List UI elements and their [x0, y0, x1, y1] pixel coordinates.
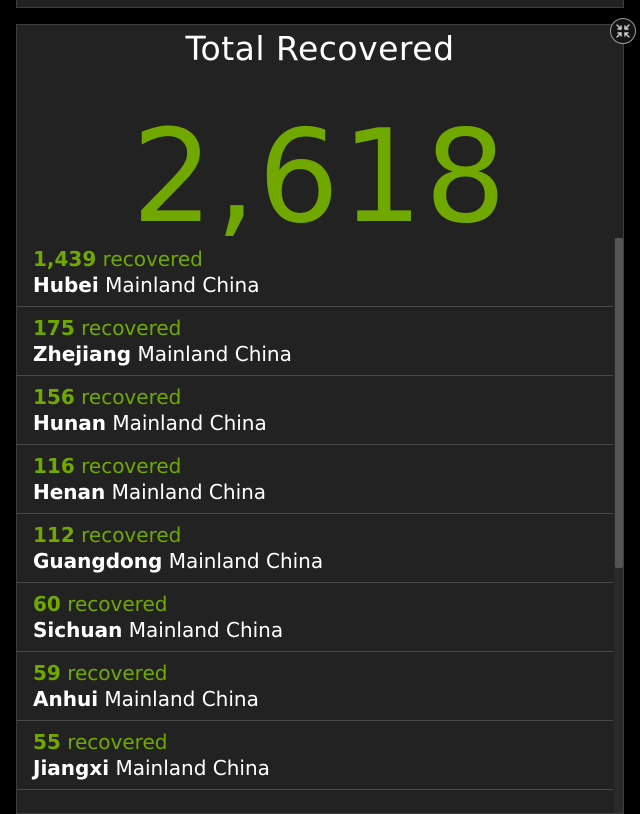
item-count: 112 — [33, 523, 75, 547]
item-count: 59 — [33, 661, 61, 685]
item-count-line: 55 recovered — [33, 730, 167, 754]
item-place-line: Zhejiang Mainland China — [33, 342, 292, 366]
item-count-suffix: recovered — [67, 661, 168, 685]
item-place-line: Guangdong Mainland China — [33, 549, 323, 573]
item-region: Anhui — [33, 687, 99, 711]
item-count-suffix: recovered — [81, 385, 182, 409]
list-item[interactable]: 55 recovered Jiangxi Mainland China — [17, 721, 613, 790]
item-country: Mainland China — [112, 411, 267, 435]
panel-title: Total Recovered — [185, 29, 455, 68]
item-region: Zhejiang — [33, 342, 132, 366]
previous-panel-edge — [16, 0, 624, 8]
item-count-suffix: recovered — [81, 316, 182, 340]
list-item[interactable]: 112 recovered Guangdong Mainland China — [17, 514, 613, 583]
item-place-line: Anhui Mainland China — [33, 687, 259, 711]
list-item[interactable]: 116 recovered Henan Mainland China — [17, 445, 613, 514]
item-count: 116 — [33, 454, 75, 478]
item-region: Guangdong — [33, 549, 163, 573]
item-place-line: Henan Mainland China — [33, 480, 266, 504]
item-count-line: 175 recovered — [33, 316, 181, 340]
total-recovered-value: 2,618 — [131, 103, 509, 252]
collapse-icon — [616, 24, 630, 38]
item-region: Hunan — [33, 411, 106, 435]
item-count: 175 — [33, 316, 75, 340]
item-count: 156 — [33, 385, 75, 409]
item-region: Sichuan — [33, 618, 123, 642]
item-region: Jiangxi — [33, 756, 110, 780]
item-count-line: 59 recovered — [33, 661, 167, 685]
list-item[interactable]: 59 recovered Anhui Mainland China — [17, 652, 613, 721]
item-country: Mainland China — [128, 618, 284, 642]
item-place-line: Hubei Mainland China — [33, 273, 260, 297]
item-count: 55 — [33, 730, 61, 754]
item-count-suffix: recovered — [81, 523, 182, 547]
item-country: Mainland China — [111, 480, 267, 504]
list-item[interactable]: 175 recovered Zhejiang Mainland China — [17, 307, 613, 376]
item-country: Mainland China — [137, 342, 292, 366]
item-count-suffix: recovered — [102, 247, 203, 271]
item-region: Hubei — [33, 273, 99, 297]
list-scrollbar-thumb[interactable] — [615, 238, 623, 568]
item-country: Mainland China — [115, 756, 270, 780]
item-region: Henan — [33, 480, 106, 504]
item-country: Mainland China — [105, 273, 260, 297]
list-item[interactable]: 156 recovered Hunan Mainland China — [17, 376, 613, 445]
collapse-panel-button[interactable] — [610, 18, 636, 44]
item-count-suffix: recovered — [81, 454, 182, 478]
item-place-line: Jiangxi Mainland China — [33, 756, 270, 780]
list-item[interactable]: 60 recovered Sichuan Mainland China — [17, 583, 613, 652]
item-place-line: Hunan Mainland China — [33, 411, 267, 435]
item-country: Mainland China — [168, 549, 324, 573]
item-count-line: 60 recovered — [33, 592, 167, 616]
item-count-line: 116 recovered — [33, 454, 181, 478]
item-count-suffix: recovered — [67, 730, 168, 754]
item-count: 1,439 — [33, 247, 97, 271]
item-count-line: 156 recovered — [33, 385, 181, 409]
item-count-line: 1,439 recovered — [33, 247, 203, 271]
total-recovered-panel: Total Recovered 2,618 1,439 recovered Hu… — [16, 24, 624, 814]
item-place-line: Sichuan Mainland China — [33, 618, 283, 642]
recovered-list[interactable]: 1,439 recovered Hubei Mainland China 175… — [17, 238, 613, 790]
list-item[interactable]: 1,439 recovered Hubei Mainland China — [17, 238, 613, 307]
item-country: Mainland China — [104, 687, 259, 711]
item-count-suffix: recovered — [67, 592, 168, 616]
item-count: 60 — [33, 592, 61, 616]
item-count-line: 112 recovered — [33, 523, 181, 547]
